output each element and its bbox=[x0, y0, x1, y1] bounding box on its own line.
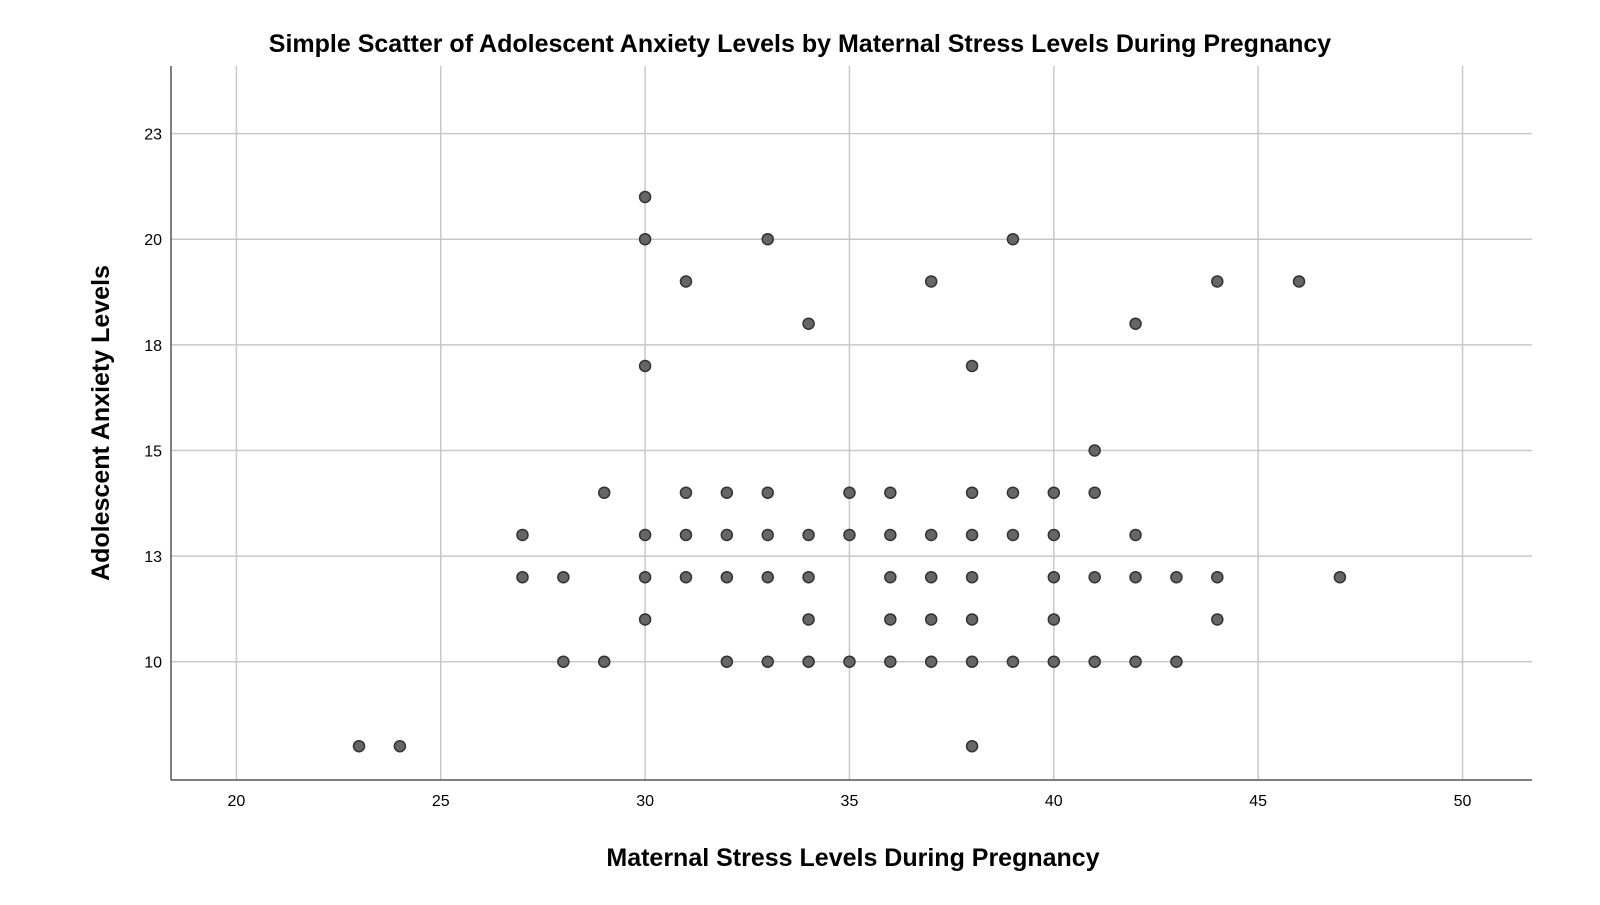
scatter-point bbox=[679, 275, 693, 288]
y-tick-label: 23 bbox=[144, 127, 162, 144]
scatter-point bbox=[1006, 486, 1020, 499]
y-tick-label: 10 bbox=[144, 655, 162, 672]
scatter-point bbox=[393, 739, 407, 753]
scatter-point bbox=[1006, 528, 1020, 542]
scatter-point bbox=[1006, 655, 1020, 668]
scatter-point bbox=[843, 528, 856, 542]
scatter-point bbox=[597, 486, 611, 499]
scatter-point bbox=[843, 655, 856, 668]
x-tick-label: 25 bbox=[432, 793, 450, 810]
scatter-point bbox=[965, 739, 979, 753]
scatter-point bbox=[1088, 570, 1101, 584]
scatter-point bbox=[679, 528, 693, 542]
scatter-point bbox=[1006, 232, 1020, 246]
scatter-point bbox=[1211, 570, 1224, 584]
scatter-point bbox=[1088, 486, 1101, 499]
scatter-point bbox=[1047, 655, 1061, 668]
scatter-point bbox=[1129, 528, 1142, 542]
grid-lines bbox=[171, 66, 1532, 780]
x-tick-label: 45 bbox=[1249, 793, 1267, 810]
scatter-point bbox=[638, 232, 652, 246]
scatter-point bbox=[802, 570, 815, 584]
x-tick-label: 30 bbox=[636, 793, 654, 810]
scatter-point bbox=[802, 317, 815, 330]
scatter-point bbox=[884, 528, 897, 542]
scatter-point bbox=[965, 570, 979, 584]
scatter-point bbox=[924, 275, 938, 288]
scatter-point bbox=[516, 570, 529, 584]
scatter-point bbox=[638, 528, 652, 542]
scatter-point bbox=[761, 570, 774, 584]
scatter-point bbox=[1170, 570, 1183, 584]
scatter-point bbox=[352, 739, 366, 753]
y-axis-label: Adolescent Anxiety Levels bbox=[87, 265, 115, 581]
scatter-point bbox=[802, 613, 815, 626]
scatter-point bbox=[761, 486, 774, 499]
chart-title: Simple Scatter of Adolescent Anxiety Lev… bbox=[269, 30, 1331, 58]
scatter-point bbox=[720, 486, 734, 499]
scatter-point bbox=[924, 570, 938, 584]
scatter-point bbox=[884, 486, 897, 499]
y-tick-label: 13 bbox=[144, 549, 162, 566]
scatter-point bbox=[1129, 655, 1142, 668]
scatter-point bbox=[1333, 570, 1347, 584]
y-tick-label: 20 bbox=[144, 232, 162, 249]
x-tick-label: 50 bbox=[1454, 793, 1472, 810]
scatter-point bbox=[1047, 613, 1061, 626]
scatter-point bbox=[720, 570, 734, 584]
scatter-point bbox=[1292, 275, 1306, 288]
scatter-point bbox=[597, 655, 611, 668]
scatter-point bbox=[1047, 486, 1061, 499]
scatter-point bbox=[638, 359, 652, 373]
scatter-point bbox=[802, 655, 815, 668]
scatter-point bbox=[924, 528, 938, 542]
x-tick-label: 20 bbox=[227, 793, 245, 810]
scatter-point bbox=[1088, 655, 1101, 668]
scatter-point bbox=[761, 655, 774, 668]
scatter-point bbox=[679, 570, 693, 584]
scatter-point bbox=[638, 190, 652, 204]
scatter-point bbox=[965, 655, 979, 668]
scatter-point bbox=[1129, 570, 1142, 584]
x-tick-label: 40 bbox=[1045, 793, 1063, 810]
scatter-point bbox=[1047, 528, 1061, 542]
scatter-point bbox=[557, 655, 570, 668]
tick-labels: 20 25 30 35 40 45 50 10 13 15 18 20 23 bbox=[144, 127, 1471, 810]
scatter-point bbox=[720, 655, 734, 668]
scatter-point bbox=[884, 570, 897, 584]
scatter-point bbox=[965, 528, 979, 542]
scatter-point bbox=[884, 613, 897, 626]
scatter-point bbox=[557, 570, 570, 584]
scatter-point bbox=[965, 486, 979, 499]
scatter-point bbox=[965, 359, 979, 373]
scatter-point bbox=[802, 528, 815, 542]
scatter-point bbox=[516, 528, 529, 542]
scatter-point bbox=[720, 528, 734, 542]
data-points bbox=[352, 190, 1347, 753]
scatter-point bbox=[924, 613, 938, 626]
x-axis-label: Maternal Stress Levels During Pregnancy bbox=[606, 844, 1099, 872]
scatter-point bbox=[1211, 613, 1224, 626]
scatter-point bbox=[1088, 444, 1101, 457]
x-tick-label: 35 bbox=[841, 793, 859, 810]
scatter-point bbox=[965, 613, 979, 626]
scatter-point bbox=[679, 486, 693, 499]
scatter-point bbox=[924, 655, 938, 668]
scatter-point bbox=[638, 570, 652, 584]
scatter-point bbox=[1211, 275, 1224, 288]
scatter-point bbox=[638, 613, 652, 626]
scatter-point bbox=[761, 232, 774, 246]
y-tick-label: 18 bbox=[144, 338, 162, 355]
axes bbox=[170, 66, 1532, 781]
scatter-point bbox=[1170, 655, 1183, 668]
scatter-point bbox=[1047, 570, 1061, 584]
y-tick-label: 15 bbox=[144, 443, 162, 460]
scatter-point bbox=[884, 655, 897, 668]
scatter-point bbox=[761, 528, 774, 542]
scatter-point bbox=[1129, 317, 1142, 330]
scatter-point bbox=[843, 486, 856, 499]
